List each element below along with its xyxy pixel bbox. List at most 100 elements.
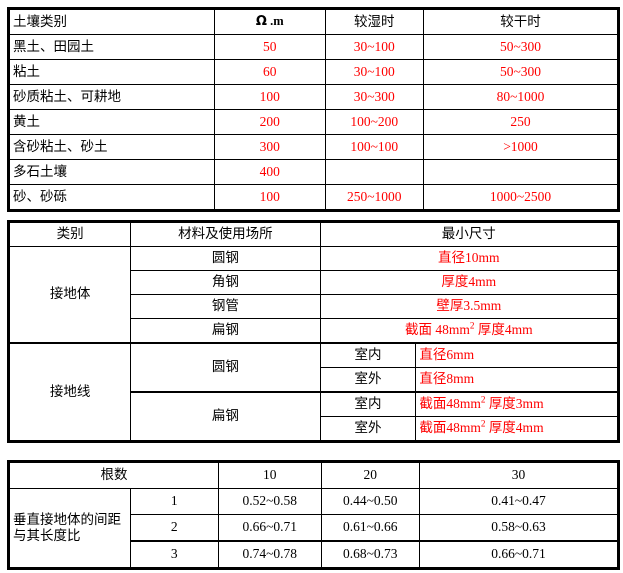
t1-cell-wet — [324, 159, 425, 185]
t2-cell-material: 角钢 — [130, 270, 321, 295]
t1-cell-wet: 100~100 — [324, 134, 425, 160]
table-row: 垂直接地体的间距与其长度比 1 0.52~0.58 0.44~0.50 0.41… — [9, 488, 618, 568]
table-row: 接地体 圆钢 直径10mm — [8, 246, 619, 344]
table-row: 3 0.74~0.78 0.68~0.73 0.66~0.71 — [10, 540, 618, 568]
size-superscript: 2 — [480, 418, 486, 429]
t3-header-col-30: 30 — [419, 462, 618, 489]
t3-cell-value: 0.74~0.78 — [218, 540, 322, 568]
t3-header-count: 根数 — [8, 462, 220, 489]
t3-row-label: 垂直接地体的间距与其长度比 — [9, 488, 131, 568]
unit-meter: .m — [266, 14, 284, 29]
t2-header-min-size: 最小尺寸 — [319, 222, 619, 247]
table-row: 扁钢 截面 48mm2 厚度4mm — [10, 318, 619, 344]
t3-header-col-20: 20 — [320, 462, 421, 489]
size-superscript: 2 — [469, 320, 475, 331]
table-row: 室外 截面48mm2 厚度4mm — [10, 416, 618, 441]
size-text: 截面 48mm — [404, 322, 470, 338]
size-text: 截面48mm — [419, 396, 481, 412]
t1-cell-category: 黄土 — [9, 109, 215, 135]
t3-cell-value: 0.52~0.58 — [218, 488, 322, 515]
table-header-row: 类别 材料及使用场所 最小尺寸 — [8, 222, 619, 247]
t1-cell-category: 砂质粘土、可耕地 — [9, 84, 215, 110]
table-row: 钢管 壁厚3.5mm — [10, 294, 619, 319]
t3-cell-n: 3 — [129, 540, 220, 568]
table-row: 黑土、田园土 50 30~100 50~300 — [9, 34, 618, 60]
t2-group-label-grounding-wire: 接地线 — [8, 342, 132, 441]
table-row: 砂质粘土、可耕地 100 30~300 80~1000 — [9, 84, 618, 110]
t1-cell-dry: 50~300 — [423, 34, 618, 60]
t1-cell-dry — [423, 159, 618, 185]
t1-cell-resistivity: 60 — [214, 59, 326, 85]
size-superscript: 2 — [480, 394, 486, 405]
size-text: 截面48mm — [419, 420, 481, 436]
t1-cell-category: 粘土 — [9, 59, 215, 85]
t1-cell-category: 多石土壤 — [9, 159, 215, 185]
t1-cell-wet: 30~300 — [324, 84, 425, 110]
t1-cell-resistivity: 50 — [214, 34, 326, 60]
spacing-ratio-table: 根数 10 20 30 垂直接地体的间距与其长度比 1 0.52~0.58 0.… — [7, 460, 620, 570]
t2-cell-size: 直径10mm — [319, 246, 619, 271]
t3-cell-n: 1 — [129, 488, 220, 515]
t1-cell-category: 砂、砂砾 — [9, 184, 215, 210]
size-text: 厚度4mm — [441, 274, 497, 290]
t3-cell-n: 2 — [129, 514, 220, 542]
t2-cell-location: 室外 — [319, 367, 417, 393]
t2-cell-size: 截面48mm2 厚度4mm — [415, 416, 618, 441]
t3-cell-value: 0.68~0.73 — [320, 540, 421, 568]
t3-cell-value: 0.44~0.50 — [320, 488, 421, 515]
t1-header-unit: Ω .m — [214, 9, 326, 35]
t1-cell-dry: 80~1000 — [423, 84, 618, 110]
t2-cell-size: 直径8mm — [415, 367, 618, 393]
t2-cell-location: 室内 — [319, 342, 417, 368]
t2-cell-size: 直径6mm — [415, 342, 618, 368]
t1-cell-resistivity: 300 — [214, 134, 326, 160]
t2-cell-size: 壁厚3.5mm — [319, 294, 619, 319]
table-row: 2 0.66~0.71 0.61~0.66 0.58~0.63 — [10, 514, 618, 542]
t1-cell-dry: 1000~2500 — [423, 184, 618, 210]
t1-cell-resistivity: 100 — [214, 84, 326, 110]
soil-resistivity-table: 土壤类别 Ω .m 较湿时 较干时 黑土、田园土 50 30~100 50~30… — [7, 7, 620, 212]
table-row: 角钢 厚度4mm — [10, 270, 619, 295]
size-text-suffix: 厚度4mm — [474, 322, 533, 338]
t2-cell-location: 室外 — [319, 416, 417, 441]
table-row: 黄土 200 100~200 250 — [9, 109, 618, 135]
t1-header-category: 土壤类别 — [9, 9, 215, 35]
t1-cell-dry: 50~300 — [423, 59, 618, 85]
size-text: 直径8mm — [419, 371, 475, 387]
t1-cell-category: 黑土、田园土 — [9, 34, 215, 60]
t1-cell-resistivity: 100 — [214, 184, 326, 210]
table-row: 含砂粘土、砂土 300 100~100 >1000 — [9, 134, 618, 160]
t2-header-material: 材料及使用场所 — [130, 222, 321, 247]
t2-cell-size: 截面48mm2 厚度3mm — [415, 391, 618, 417]
t1-cell-wet: 100~200 — [324, 109, 425, 135]
t2-cell-location: 室内 — [319, 391, 417, 417]
t2-header-category: 类别 — [8, 222, 132, 247]
size-text: 壁厚3.5mm — [436, 298, 502, 314]
table-row: 粘土 60 30~100 50~300 — [9, 59, 618, 85]
t2-cell-material: 扁钢 — [130, 391, 321, 441]
t1-header-dry: 较干时 — [423, 9, 618, 35]
table-row: 接地线 圆钢 室内 直径6mm — [8, 342, 618, 441]
t3-header-col-10: 10 — [218, 462, 322, 489]
table-header-row: 土壤类别 Ω .m 较湿时 较干时 — [9, 9, 618, 35]
size-text-suffix: 厚度4mm — [485, 420, 544, 436]
t1-header-wet: 较湿时 — [324, 9, 425, 35]
t2-cell-size: 截面 48mm2 厚度4mm — [319, 318, 619, 344]
t1-cell-category: 含砂粘土、砂土 — [9, 134, 215, 160]
t3-cell-value: 0.61~0.66 — [320, 514, 421, 542]
t1-cell-resistivity: 200 — [214, 109, 326, 135]
table-row: 扁钢 室内 截面48mm2 厚度3mm — [10, 391, 618, 441]
t3-cell-value: 0.58~0.63 — [419, 514, 618, 542]
table-row: 多石土壤 400 — [9, 159, 618, 185]
t2-cell-size: 厚度4mm — [319, 270, 619, 295]
omega-symbol: Ω — [255, 14, 267, 30]
t2-group-label-grounding-body: 接地体 — [8, 246, 132, 344]
t1-cell-dry: >1000 — [423, 134, 618, 160]
size-text: 直径10mm — [438, 250, 500, 266]
t1-cell-dry: 250 — [423, 109, 618, 135]
size-text: 直径6mm — [419, 347, 475, 363]
grounding-material-table: 类别 材料及使用场所 最小尺寸 接地体 圆钢 直径10mm 角钢 厚度4mm 钢… — [7, 220, 620, 443]
t1-cell-wet: 30~100 — [324, 59, 425, 85]
t3-cell-value: 0.66~0.71 — [218, 514, 322, 542]
